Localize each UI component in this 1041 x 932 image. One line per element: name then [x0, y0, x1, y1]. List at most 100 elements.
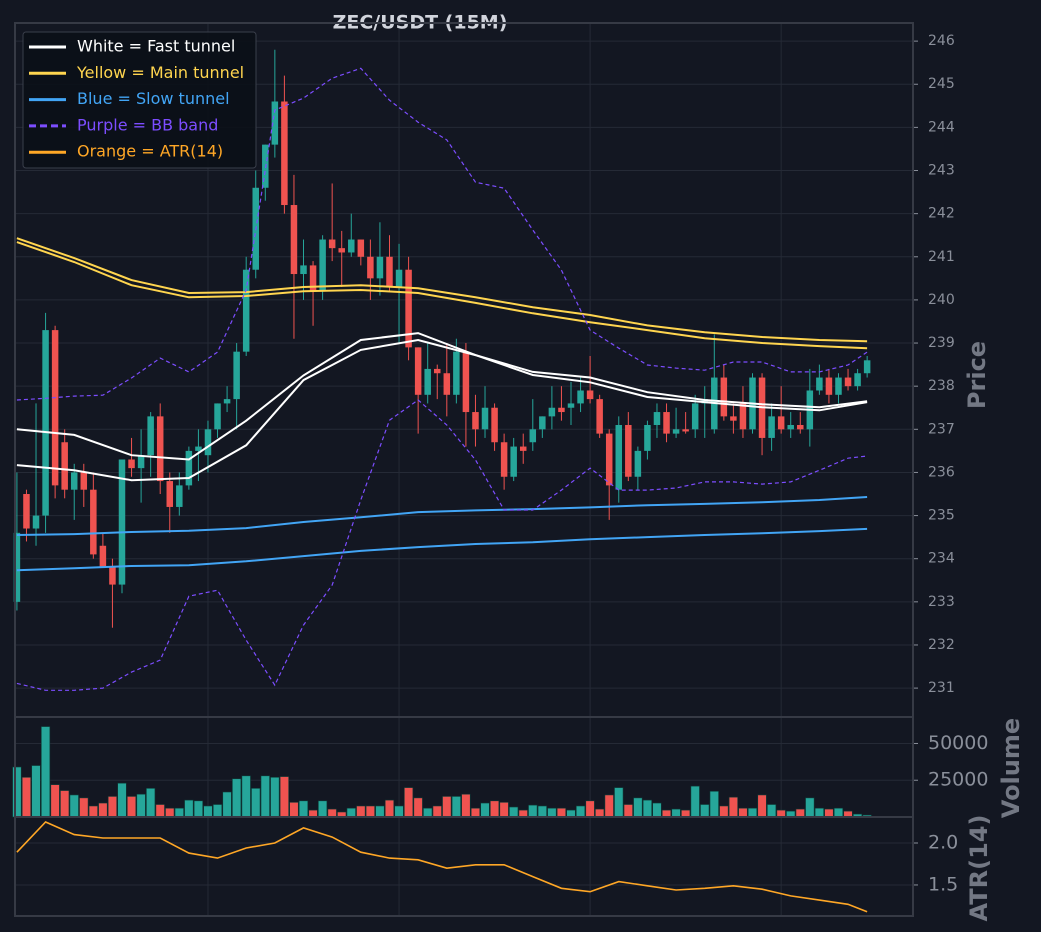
volume-bar	[814, 807, 824, 818]
volume-bar	[518, 809, 528, 818]
candle-body	[376, 256, 384, 279]
volume-bar	[117, 782, 127, 818]
line	[16, 821, 868, 913]
y-axis-label: Volume	[997, 718, 1025, 818]
volume-bar	[480, 802, 490, 818]
volume-bar	[365, 805, 375, 818]
candle-body	[519, 446, 527, 451]
volume-bar	[279, 776, 289, 818]
legend-label: White = Fast tunnel	[77, 37, 235, 56]
band-upper	[16, 67, 868, 401]
volume-bar	[241, 775, 251, 818]
volume-bar	[193, 800, 204, 818]
candle-body	[309, 265, 317, 292]
candle-body	[137, 455, 145, 469]
y-tick-label: 234	[928, 551, 955, 567]
candle-body	[23, 494, 30, 529]
volume-bar	[509, 806, 519, 818]
volume-bar	[232, 778, 242, 818]
y-tick-label: 50000	[928, 732, 988, 754]
candle-body	[118, 459, 126, 585]
volume-bar	[747, 807, 758, 818]
volume-bar	[757, 794, 767, 818]
volume-bar	[384, 799, 395, 818]
candle-body	[863, 360, 871, 374]
y-tick-label: 232	[928, 637, 955, 653]
candle-body	[338, 248, 345, 253]
panel	[15, 817, 913, 916]
volume-bar	[88, 805, 98, 818]
volume-bar	[728, 796, 738, 818]
legend-label: Yellow = Main tunnel	[76, 63, 244, 82]
candle-body	[300, 265, 307, 275]
band-lower	[16, 338, 868, 482]
volume-bar	[767, 804, 777, 818]
volume-bar	[308, 809, 318, 818]
candle-body	[653, 412, 661, 425]
y-tick-label: 238	[928, 378, 955, 394]
volume-bar	[566, 809, 576, 818]
candle-body	[777, 416, 785, 430]
candle-body	[328, 239, 336, 249]
volume-bar	[470, 807, 481, 818]
y-tick-label: 237	[928, 421, 955, 437]
candle-body	[605, 433, 613, 486]
candle-body	[663, 412, 670, 434]
y-tick-label: 236	[928, 464, 955, 480]
band-upper	[16, 496, 868, 536]
y-tick-label: 2.0	[928, 832, 958, 854]
candle-body	[491, 407, 498, 443]
y-axis-label: Price	[963, 341, 991, 409]
band-lower	[16, 399, 868, 691]
volume-bar	[451, 796, 461, 818]
candle-body	[577, 390, 584, 404]
y-tick-label: 233	[928, 594, 955, 610]
candle-body	[672, 429, 680, 434]
candle-body	[166, 481, 174, 507]
candle-body	[481, 407, 489, 430]
band-upper	[16, 237, 868, 343]
candle-body	[539, 416, 546, 430]
volume-bar	[556, 807, 567, 818]
candle-body	[434, 368, 441, 374]
volume-bar	[537, 805, 547, 818]
volume-bar	[528, 804, 538, 818]
volume-bar	[423, 807, 433, 818]
volume-bar	[222, 791, 232, 818]
candle-body	[357, 239, 365, 257]
volume-bar	[289, 801, 299, 818]
volume-bar	[356, 805, 366, 818]
candle-body	[281, 101, 288, 206]
volume-bar	[136, 793, 146, 818]
volume-bar	[79, 797, 89, 818]
volume-bar	[126, 796, 137, 818]
candle-body	[558, 407, 565, 413]
volume-bar	[585, 800, 595, 818]
candle-body	[80, 472, 88, 490]
volume-bar	[633, 797, 643, 818]
volume-bar	[833, 807, 844, 818]
volume-bar	[203, 805, 213, 818]
y-tick-label: 245	[928, 76, 955, 92]
candle-body	[348, 239, 355, 253]
candle-body	[739, 403, 747, 430]
candle-body	[816, 377, 823, 391]
volume-bar	[719, 805, 729, 818]
candle-body	[176, 485, 183, 507]
volume-bar	[614, 787, 624, 818]
candle-body	[156, 416, 164, 482]
candle-body	[768, 416, 775, 438]
volume-bar	[604, 794, 614, 818]
candle-body	[720, 377, 728, 417]
volume-bar	[298, 800, 309, 818]
candle-body	[147, 416, 154, 456]
candle-body	[319, 239, 326, 292]
candle-body	[634, 450, 642, 477]
candle-body	[529, 429, 537, 443]
panel	[12, 717, 913, 818]
candle-body	[13, 532, 21, 602]
volume-bar	[40, 726, 51, 818]
candle-body	[233, 351, 240, 400]
volume-bar	[327, 808, 337, 818]
